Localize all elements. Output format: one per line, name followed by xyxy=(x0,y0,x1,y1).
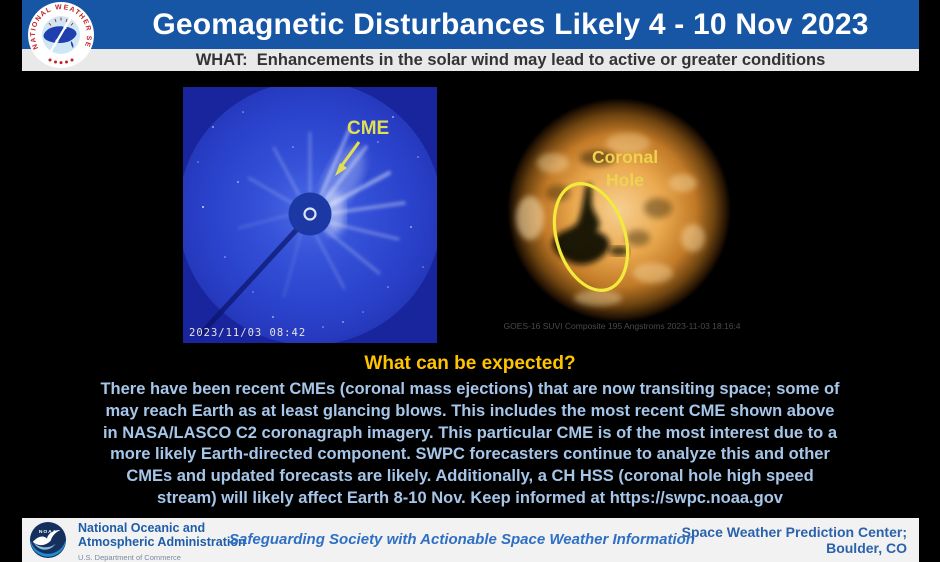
occulter-pylon xyxy=(197,213,312,338)
page-title: Geomagnetic Disturbances Likely 4 - 10 N… xyxy=(152,8,869,41)
lasco-coronagraph-image: CME 2023/11/03 08:42 xyxy=(183,87,437,343)
swpc-tagline: Safeguarding Society with Actionable Spa… xyxy=(229,531,695,548)
sun-position-ring xyxy=(303,207,317,221)
lasco-stars xyxy=(197,111,424,328)
lasco-timestamp: 2023/11/03 08:42 xyxy=(189,327,306,339)
agency-dept: U.S. Department of Commerce xyxy=(78,553,181,562)
agency-block: National Oceanic and Atmospheric Adminis… xyxy=(78,521,246,562)
office-line1: Space Weather Prediction Center; xyxy=(681,524,907,540)
svg-text:Coronal: Coronal xyxy=(592,147,658,167)
office-block: Space Weather Prediction Center; Boulder… xyxy=(682,524,907,556)
agency-name-line1: National Oceanic and xyxy=(78,521,206,535)
expected-body-text: There have been recent CMEs (coronal mas… xyxy=(100,380,840,507)
nws-gauge-ticks xyxy=(48,17,74,26)
nws-logo-icon: NATIONAL WEATHER SERVICE xyxy=(27,1,94,68)
nws-front-bump xyxy=(55,39,59,43)
what-bar: WHAT: Enhancements in the solar wind may… xyxy=(22,49,919,71)
agency-name-line2: Atmospheric Administration xyxy=(78,534,246,549)
sun-texture-dark xyxy=(546,150,672,246)
nws-ring-dots xyxy=(48,58,74,65)
coronal-hole-label: Coronal Hole xyxy=(592,147,658,190)
nws-peninsula-shape xyxy=(70,41,74,48)
noaa-acronym-label: NOAA xyxy=(39,529,57,535)
nws-front-line xyxy=(47,13,74,57)
header-bar: Geomagnetic Disturbances Likely 4 - 10 N… xyxy=(22,0,919,49)
nws-front-bump xyxy=(63,25,67,30)
occulter-disc xyxy=(288,192,332,236)
suvi-caption: GOES-16 SUVI Composite 195 Angstroms 202… xyxy=(503,321,740,331)
cme-label: CME xyxy=(347,118,389,139)
cme-arrow xyxy=(335,141,361,176)
noaa-wave-shape xyxy=(33,542,56,550)
what-summary: WHAT: Enhancements in the solar wind may… xyxy=(195,51,826,69)
expected-heading: What can be expected? xyxy=(364,353,576,374)
coronal-hole-ellipse xyxy=(552,182,630,292)
sun-disc xyxy=(507,98,731,322)
suvi-sun-image: Coronal Hole GOES-16 SUVI Composite 195 … xyxy=(503,98,741,331)
coronal-hole-region xyxy=(552,183,610,265)
svg-text:Hole: Hole xyxy=(606,170,644,190)
noaa-logo-icon: NOAA xyxy=(29,521,67,559)
footer-bar: NOAA National Oceanic and Atmospheric Ad… xyxy=(22,518,919,562)
coronal-hole-spur xyxy=(609,246,629,256)
noaa-seagull-shape xyxy=(32,530,61,546)
office-line2: Boulder, CO xyxy=(826,540,907,556)
